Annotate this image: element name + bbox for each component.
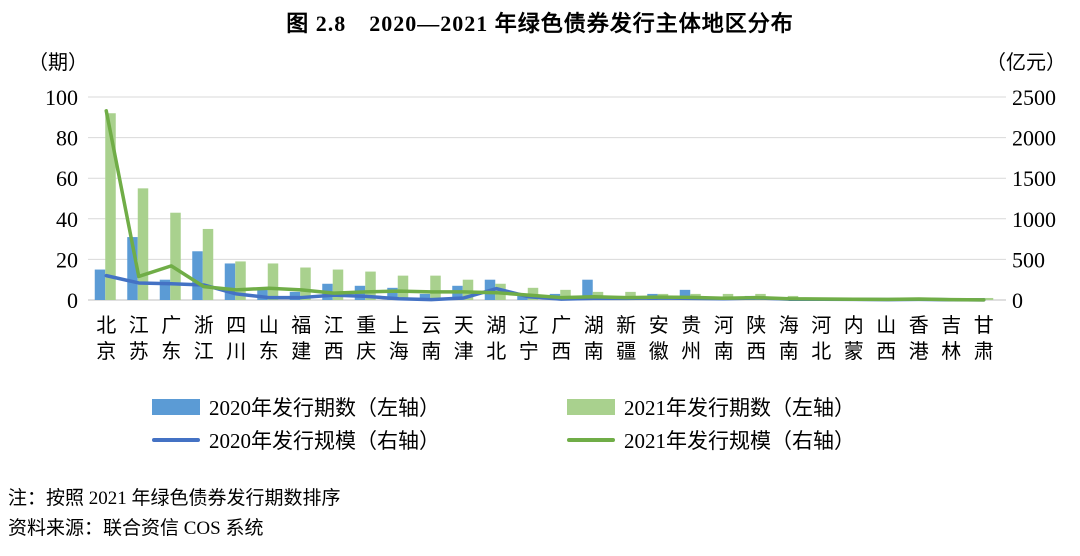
left-axis-tick-label: 80 <box>56 126 78 151</box>
bar <box>192 251 203 300</box>
legend-swatch-2020-line <box>152 438 200 442</box>
bar <box>462 279 474 300</box>
x-axis-label-江西: 江西 <box>324 314 344 363</box>
legend-label-2020-scale: 2020年发行规模（右轴） <box>209 429 440 453</box>
legend-swatch-2021-bar <box>567 399 615 415</box>
legend-label-2021-issues: 2021年发行期数（左轴） <box>624 396 855 420</box>
x-axis-label-上海: 上海 <box>389 314 409 363</box>
x-axis-label-北京: 北京 <box>96 314 116 363</box>
bar <box>159 279 171 300</box>
x-axis-labels: 北京江苏广东浙江四川山东福建江西重庆上海云南天津湖北辽宁广西湖南新疆安徽贵州河南… <box>96 314 994 363</box>
x-axis-label-福建: 福建 <box>291 314 311 363</box>
x-axis-label-吉林: 吉林 <box>941 314 961 363</box>
bar <box>365 271 376 300</box>
x-axis-label-河南: 河南 <box>714 314 734 363</box>
combo-chart-plot: 02040608010005001000150020002500北京江苏广东浙江… <box>45 85 1056 363</box>
chart-footnotes: 注：按照 2021 年绿色债券发行期数排序 资料来源：联合资信 COS 系统 <box>8 484 341 544</box>
bar <box>560 289 571 300</box>
x-axis-label-河北: 河北 <box>811 314 831 363</box>
x-axis-label-四川: 四川 <box>226 315 246 363</box>
x-axis-label-陕西: 陕西 <box>746 314 766 363</box>
bar <box>235 261 246 300</box>
legend-item-2020-scale: 2020年发行规模（右轴） <box>152 428 440 453</box>
bar <box>517 295 528 300</box>
left-axis-unit-label: （期） <box>28 52 88 74</box>
left-axis-tick-label: 20 <box>56 247 78 272</box>
x-axis-label-重庆: 重庆 <box>356 314 376 363</box>
bar <box>387 287 398 300</box>
x-axis-label-山西: 山西 <box>876 314 896 363</box>
right-axis-tick-label: 0 <box>1012 288 1023 313</box>
x-axis-label-天津: 天津 <box>454 315 474 363</box>
right-axis-tick-label: 2500 <box>1012 85 1056 110</box>
x-axis-label-广东: 广东 <box>161 314 181 363</box>
bar <box>419 293 431 300</box>
bar <box>300 267 311 300</box>
bar <box>397 275 409 300</box>
x-axis-label-浙江: 浙江 <box>194 314 214 363</box>
x-axis-label-云南: 云南 <box>421 315 441 363</box>
legend-column-2021: 2021年发行期数（左轴） 2021年发行规模（右轴） <box>567 395 855 453</box>
legend-label-2020-issues: 2020年发行期数（左轴） <box>209 396 440 420</box>
left-axis-tick-label: 0 <box>67 288 78 313</box>
left-axis-tick-label: 40 <box>56 207 78 232</box>
x-axis-label-香港: 香港 <box>909 314 929 363</box>
line-2021 <box>104 109 986 302</box>
bar <box>430 275 441 300</box>
right-axis-ticks: 0 500 1000 1500 2000 2500 <box>1012 85 1056 313</box>
x-axis-label-甘肃: 甘肃 <box>974 314 994 363</box>
x-axis-label-辽宁: 辽宁 <box>519 314 539 363</box>
legend-swatch-2020-bar <box>152 399 200 415</box>
x-axis-label-贵州: 贵州 <box>681 314 701 363</box>
legend-column-2020: 2020年发行期数（左轴） 2020年发行规模（右轴） <box>152 395 440 453</box>
bar <box>202 228 214 300</box>
bar <box>127 237 138 300</box>
right-axis-tick-label: 1500 <box>1012 166 1056 191</box>
x-axis-label-海南: 海南 <box>779 314 799 363</box>
chart-title: 图 2.8 2020—2021 年绿色债券发行主体地区分布 <box>286 11 794 36</box>
bar <box>982 297 994 300</box>
right-axis-unit-label: （亿元） <box>986 52 1066 74</box>
x-axis-label-江苏: 江苏 <box>129 314 149 363</box>
left-axis-tick-label: 100 <box>45 85 78 110</box>
bar <box>94 269 106 300</box>
bar <box>170 212 181 300</box>
note-sort-order: 注：按照 2021 年绿色债券发行期数排序 <box>8 488 341 509</box>
bar <box>224 263 236 300</box>
x-axis-label-湖北: 湖北 <box>486 314 506 363</box>
bar <box>332 269 344 300</box>
note-data-source: 资料来源：联合资信 COS 系统 <box>8 518 264 539</box>
right-axis-tick-label: 2000 <box>1012 126 1056 151</box>
legend-swatch-2021-line <box>567 438 615 442</box>
x-axis-label-新疆: 新疆 <box>616 314 636 363</box>
chart-legend: 2020年发行期数（左轴） 2020年发行规模（右轴） 2021年发行期数（左轴… <box>0 395 1080 465</box>
right-axis-tick-label: 500 <box>1012 247 1045 272</box>
x-axis-label-安徽: 安徽 <box>649 314 669 363</box>
bar <box>582 279 593 300</box>
left-axis-tick-label: 60 <box>56 166 78 191</box>
legend-label-2021-scale: 2021年发行规模（右轴） <box>624 429 855 453</box>
right-axis-tick-label: 1000 <box>1012 207 1056 232</box>
x-axis-label-广西: 广西 <box>551 314 571 363</box>
x-axis-label-内蒙: 内蒙 <box>844 314 864 363</box>
bar <box>137 188 149 300</box>
x-axis-label-湖南: 湖南 <box>584 314 604 363</box>
legend-item-2021-issues: 2021年发行期数（左轴） <box>567 395 855 420</box>
legend-item-2021-scale: 2021年发行规模（右轴） <box>567 428 855 453</box>
bars-2021 <box>105 113 994 301</box>
x-axis-label-山东: 山东 <box>259 314 279 363</box>
legend-item-2020-issues: 2020年发行期数（左轴） <box>152 395 440 420</box>
bar <box>679 289 691 300</box>
bar <box>105 113 116 301</box>
bar <box>257 289 268 300</box>
left-axis-ticks: 0 20 40 60 80 100 <box>45 85 78 313</box>
bar <box>267 263 279 300</box>
